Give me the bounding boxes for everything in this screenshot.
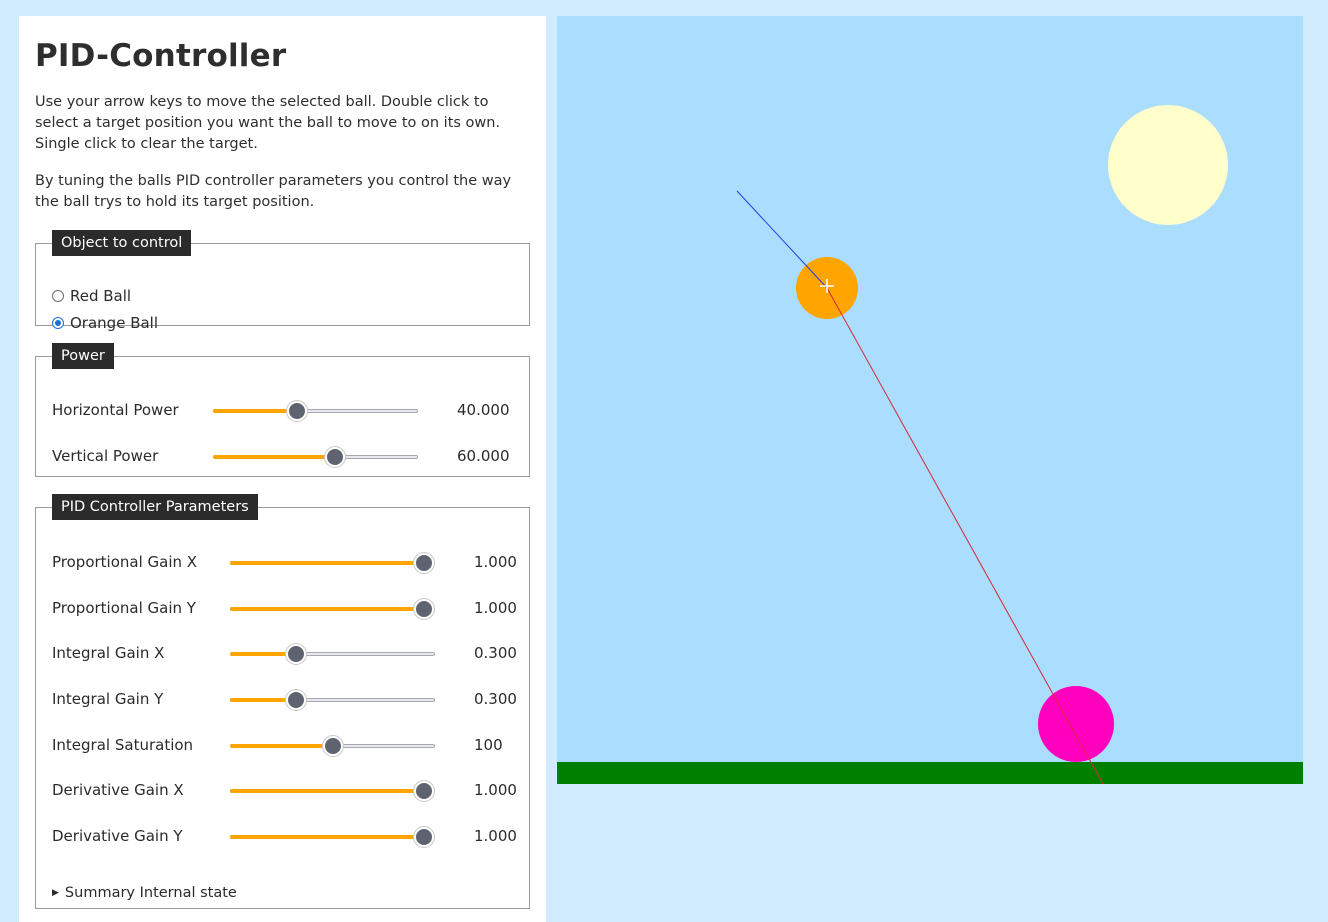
object-to-control-legend: Object to control	[52, 230, 192, 256]
target-vector-line	[826, 287, 1104, 784]
vertical-power-slider-thumb[interactable]	[325, 447, 345, 467]
derivative-gain-y-slider[interactable]	[230, 827, 435, 847]
radio-orange-ball-label: Orange Ball	[70, 314, 159, 332]
vertical-power-value: 60.000	[457, 447, 510, 465]
power-legend: Power	[52, 343, 114, 369]
horizontal-power-value: 40.000	[457, 401, 510, 419]
proportional-gain-x-value: 1.000	[474, 553, 517, 571]
integral-gain-x-slider-fill	[230, 652, 297, 656]
integral-gain-x-slider-thumb[interactable]	[286, 644, 306, 664]
intro-paragraph-2: By tuning the balls PID controller param…	[35, 173, 512, 210]
summary-internal-state-label: Summary Internal state	[64, 885, 237, 901]
proportional-gain-y-value: 1.000	[474, 599, 517, 617]
magenta-ball[interactable]	[1038, 686, 1114, 762]
integral-gain-y-slider-thumb[interactable]	[286, 690, 306, 710]
page-title: PID-Controller	[35, 38, 287, 74]
vertical-power-slider-fill	[213, 455, 336, 459]
integral-gain-y-value: 0.300	[474, 690, 517, 708]
proportional-gain-x-slider[interactable]	[230, 553, 435, 573]
integral-gain-y-label: Integral Gain Y	[52, 690, 164, 708]
proportional-gain-x-slider-thumb[interactable]	[414, 553, 434, 573]
vertical-power-slider[interactable]	[213, 447, 418, 467]
integral-saturation-label: Integral Saturation	[52, 736, 194, 754]
integral-gain-y-slider-fill	[230, 698, 297, 702]
horizontal-power-slider-fill	[213, 409, 298, 413]
summary-internal-state-toggle[interactable]: ▶ Summary Internal state	[52, 885, 237, 901]
power-group: Power Horizontal Power 40.000 Vertical P…	[35, 343, 530, 477]
integral-saturation-slider[interactable]	[230, 736, 435, 756]
proportional-gain-y-slider[interactable]	[230, 599, 435, 619]
derivative-gain-x-slider-thumb[interactable]	[414, 781, 434, 801]
derivative-gain-y-value: 1.000	[474, 827, 517, 845]
radio-red-ball-circle[interactable]	[52, 290, 64, 302]
derivative-gain-x-slider[interactable]	[230, 781, 435, 801]
integral-saturation-value: 100	[474, 736, 503, 754]
proportional-gain-x-label: Proportional Gain X	[52, 553, 198, 571]
integral-gain-y-slider[interactable]	[230, 690, 435, 710]
proportional-gain-y-label: Proportional Gain Y	[52, 599, 196, 617]
sun	[1108, 105, 1228, 225]
radio-red-ball-label: Red Ball	[70, 287, 132, 305]
disclosure-triangle-icon: ▶	[52, 888, 59, 898]
derivative-gain-x-slider-fill	[230, 789, 425, 793]
target-crosshair-icon	[820, 279, 834, 293]
integral-saturation-slider-thumb[interactable]	[323, 736, 343, 756]
horizontal-power-slider-thumb[interactable]	[287, 401, 307, 421]
derivative-gain-x-label: Derivative Gain X	[52, 781, 184, 799]
horizontal-power-slider[interactable]	[213, 401, 418, 421]
derivative-gain-y-slider-thumb[interactable]	[414, 827, 434, 847]
integral-gain-x-slider[interactable]	[230, 644, 435, 664]
integral-gain-x-label: Integral Gain X	[52, 644, 165, 662]
proportional-gain-y-slider-fill	[230, 607, 425, 611]
vertical-power-label: Vertical Power	[52, 447, 159, 465]
horizontal-power-label: Horizontal Power	[52, 401, 179, 419]
proportional-gain-x-slider-fill	[230, 561, 425, 565]
simulation-canvas[interactable]	[557, 16, 1303, 784]
integral-saturation-slider-fill	[230, 744, 334, 748]
pid-parameters-legend: PID Controller Parameters	[52, 494, 258, 520]
radio-orange-ball-circle[interactable]	[52, 317, 64, 329]
derivative-gain-y-slider-fill	[230, 835, 425, 839]
radio-orange-ball[interactable]: Orange Ball	[52, 313, 158, 333]
radio-red-ball[interactable]: Red Ball	[52, 286, 131, 306]
pid-parameters-group: PID Controller Parameters Proportional G…	[35, 494, 530, 909]
proportional-gain-y-slider-thumb[interactable]	[414, 599, 434, 619]
derivative-gain-x-value: 1.000	[474, 781, 517, 799]
control-panel: PID-Controller Use your arrow keys to mo…	[19, 16, 546, 922]
velocity-vector-line	[736, 190, 828, 289]
simulation-svg[interactable]	[557, 16, 1303, 784]
object-to-control-group: Object to control Red Ball Orange Ball	[35, 230, 530, 332]
intro-paragraph-1: Use your arrow keys to move the selected…	[35, 94, 501, 152]
integral-gain-x-value: 0.300	[474, 644, 517, 662]
ground	[557, 762, 1303, 784]
derivative-gain-y-label: Derivative Gain Y	[52, 827, 183, 845]
